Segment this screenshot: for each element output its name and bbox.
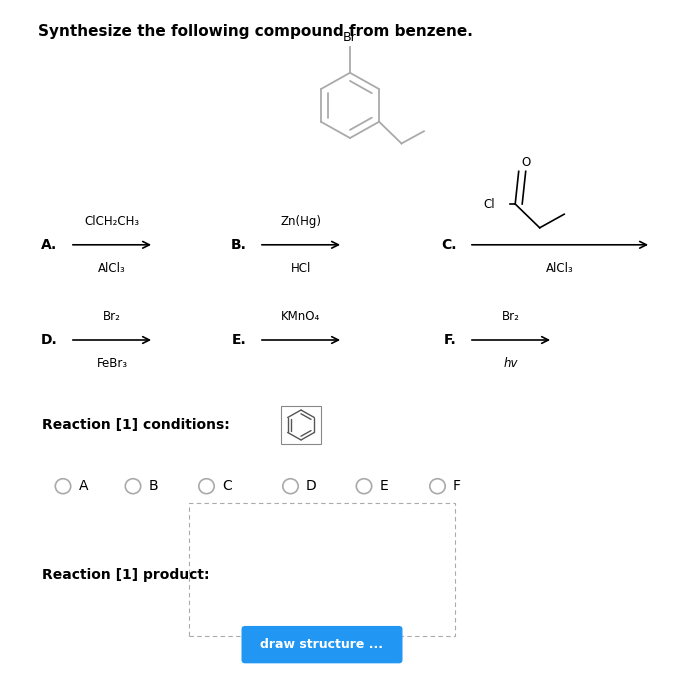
Text: AlCl₃: AlCl₃ [98,262,126,275]
Text: ClCH₂CH₃: ClCH₂CH₃ [85,215,139,228]
Text: C.: C. [441,238,456,252]
Text: AlCl₃: AlCl₃ [546,262,574,275]
Text: D.: D. [41,333,57,347]
Text: F.: F. [444,333,456,347]
Text: hv: hv [504,357,518,370]
Text: E: E [379,479,388,493]
Text: draw structure ...: draw structure ... [260,638,384,651]
Text: Synthesize the following compound from benzene.: Synthesize the following compound from b… [38,24,473,39]
Text: O: O [522,156,531,169]
Text: E.: E. [232,333,246,347]
Text: Cl: Cl [483,197,495,211]
Text: Reaction [1] conditions:: Reaction [1] conditions: [42,418,230,432]
Text: HCl: HCl [290,262,312,275]
Text: Zn(Hg): Zn(Hg) [281,215,321,228]
Text: F: F [453,479,461,493]
Text: Br₂: Br₂ [103,310,121,323]
Text: A: A [78,479,88,493]
Text: Br₂: Br₂ [502,310,520,323]
Text: A.: A. [41,238,57,252]
Text: D: D [306,479,316,493]
Text: FeBr₃: FeBr₃ [97,357,127,370]
Text: Br: Br [343,31,357,44]
Text: KMnO₄: KMnO₄ [281,310,321,323]
Text: C: C [222,479,232,493]
Text: B: B [148,479,158,493]
Text: Reaction [1] product:: Reaction [1] product: [42,568,209,581]
FancyBboxPatch shape [241,626,402,664]
Text: B.: B. [230,238,246,252]
